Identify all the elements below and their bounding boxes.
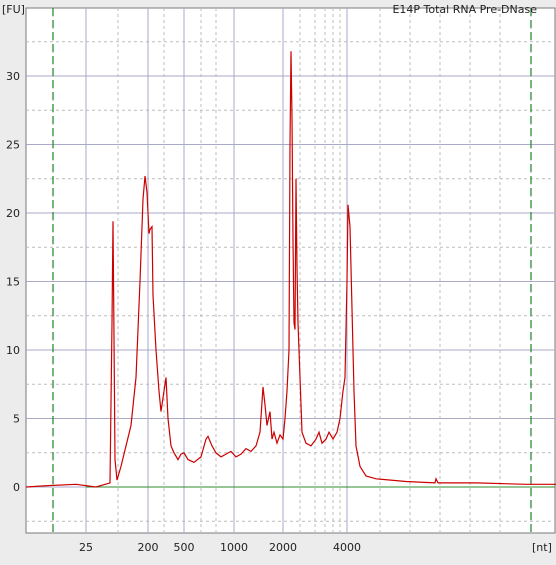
y-tick-label: 5 (13, 413, 20, 426)
signal-series-line (25, 51, 556, 488)
y-axis-label: [FU] (2, 3, 25, 16)
y-tick-label: 0 (13, 481, 20, 494)
x-tick-label: 4000 (333, 541, 361, 554)
y-tick-label: 10 (6, 344, 20, 357)
x-axis-label: [nt] (532, 541, 552, 554)
x-tick-label: 2000 (269, 541, 297, 554)
x-tick-label: 25 (79, 541, 93, 554)
y-tick-label: 30 (6, 70, 20, 83)
y-axis-ticks: 0 5 10 15 20 25 30 (6, 70, 20, 494)
chart-title: E14P Total RNA Pre-DNase (392, 3, 537, 16)
x-tick-label: 1000 (220, 541, 248, 554)
x-axis-ticks: 25 200 500 1000 2000 4000 (79, 541, 361, 554)
y-tick-label: 15 (6, 276, 20, 289)
x-tick-label: 500 (174, 541, 195, 554)
marker-lines (52, 8, 532, 533)
y-tick-label: 25 (6, 139, 20, 152)
y-tick-label: 20 (6, 207, 20, 220)
x-tick-label: 200 (138, 541, 159, 554)
